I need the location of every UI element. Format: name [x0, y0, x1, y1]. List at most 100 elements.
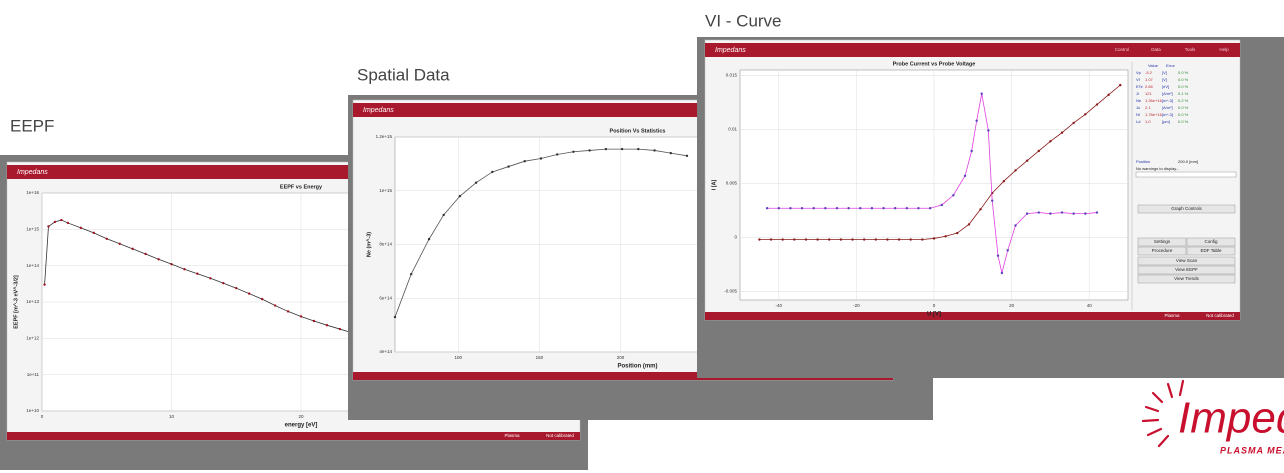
panel-cell: 0.0 %	[1178, 112, 1189, 117]
data-point	[886, 238, 889, 241]
data-point	[53, 220, 57, 224]
button-label[interactable]: Graph Controls	[1171, 206, 1202, 211]
panel-cell: 0.0 %	[1178, 119, 1189, 124]
data-point	[835, 207, 839, 210]
panel-cell: Ni	[1136, 112, 1140, 117]
data-point	[970, 149, 973, 153]
x-tick-label: 150	[536, 355, 544, 360]
data-point	[620, 147, 624, 151]
data-point	[523, 159, 526, 163]
data-point	[859, 207, 862, 210]
button[interactable]	[1137, 256, 1236, 266]
menu-item[interactable]: Tools	[1185, 47, 1196, 52]
data-point	[1049, 140, 1052, 143]
data-point	[507, 165, 510, 168]
panel-cell: [m^-3]	[1162, 98, 1173, 103]
button[interactable]	[1186, 246, 1236, 256]
window-brand: Impedans	[363, 107, 394, 114]
window-footer	[7, 432, 580, 440]
data-point	[874, 238, 877, 241]
data-point	[1025, 159, 1029, 162]
data-point	[967, 223, 971, 226]
y-axis-label: EEPF [m^-3 eV^-3/2]	[13, 275, 19, 329]
data-point	[170, 262, 173, 266]
section-label: EEPF	[10, 116, 54, 135]
button-label[interactable]: View Scan	[1176, 258, 1198, 263]
data-point	[894, 207, 897, 210]
data-point	[1037, 211, 1040, 214]
data-point	[43, 283, 46, 286]
data-point	[909, 238, 912, 241]
chart-title: Probe Current vs Probe Voltage	[893, 61, 976, 67]
data-point	[1084, 212, 1087, 215]
data-point	[196, 272, 199, 275]
button-label[interactable]: EDF Table	[1201, 248, 1222, 253]
y-tick-label: 1e+11	[27, 372, 40, 377]
y-tick-label: 8e+14	[379, 242, 392, 247]
data-point	[1095, 103, 1099, 106]
button[interactable]	[1186, 237, 1236, 247]
button-label[interactable]: View Trends	[1174, 276, 1199, 281]
button[interactable]	[1137, 274, 1236, 284]
menu-item[interactable]: Control	[1115, 47, 1130, 52]
data-point	[105, 237, 108, 240]
y-tick-label: 1e+14	[26, 263, 39, 268]
menu-item[interactable]: Help	[1219, 47, 1229, 52]
panel-cell: 0.2 %	[1178, 98, 1189, 103]
data-point	[793, 238, 796, 241]
panel-warning: No warnings to display...	[1136, 166, 1179, 171]
menu-item[interactable]: Data	[1151, 47, 1161, 52]
footer-text: Plasma	[1164, 313, 1180, 318]
data-point	[572, 150, 575, 153]
y-tick-label: 0.01	[728, 127, 737, 132]
data-point	[653, 149, 656, 152]
panel-cell: ETe	[1136, 84, 1144, 89]
panel-cell: 0.0 %	[1178, 84, 1189, 89]
data-point	[882, 207, 885, 210]
y-tick-label: 1e+16	[26, 190, 39, 195]
data-point	[260, 297, 264, 301]
data-point	[1006, 249, 1009, 252]
panel-cell: Jo	[1136, 105, 1141, 110]
data-point	[765, 207, 769, 210]
button[interactable]	[1137, 265, 1236, 275]
data-point	[248, 292, 251, 295]
panel-cell: 1.0	[1145, 119, 1151, 124]
data-point	[410, 272, 413, 276]
data-point	[996, 254, 1000, 257]
data-point	[928, 207, 932, 210]
data-point	[804, 238, 808, 241]
logo: Impedans PLASMA MEASUREMENT	[1141, 379, 1284, 455]
button-label[interactable]: Settings	[1154, 239, 1171, 244]
y-axis-label: Ne (m^-3)	[366, 232, 372, 257]
footer-text: Not calibrated	[1206, 313, 1234, 318]
panel-cell: [A/m²]	[1162, 105, 1173, 110]
button-label[interactable]: View EEPF	[1175, 267, 1198, 272]
data-point	[905, 207, 909, 210]
panel-cell: 0.1 %	[1178, 91, 1189, 96]
panel-cell: [V]	[1162, 70, 1167, 75]
section-label: Spatial Data	[357, 65, 450, 84]
data-point	[1084, 113, 1087, 116]
y-axis-label: I [A]	[711, 179, 717, 190]
scrollbar	[1135, 171, 1237, 178]
button-label[interactable]: Config	[1204, 239, 1218, 244]
panel-cell: Ji	[1136, 91, 1139, 96]
button-label[interactable]: Procedure	[1152, 248, 1173, 253]
window-brand: Impedans	[715, 47, 746, 54]
y-tick-label: 0.005	[726, 181, 738, 186]
window-footer	[705, 312, 1240, 320]
data-point	[963, 174, 967, 178]
data-point	[1049, 212, 1052, 215]
data-point	[781, 238, 784, 241]
data-point	[79, 226, 83, 230]
footer-text: Plasma	[504, 433, 520, 438]
panel-cell: Ne	[1136, 98, 1142, 103]
button[interactable]	[1137, 204, 1236, 214]
button[interactable]	[1137, 237, 1187, 247]
button[interactable]	[1137, 246, 1187, 256]
data-point	[66, 221, 70, 225]
data-point	[637, 147, 640, 151]
